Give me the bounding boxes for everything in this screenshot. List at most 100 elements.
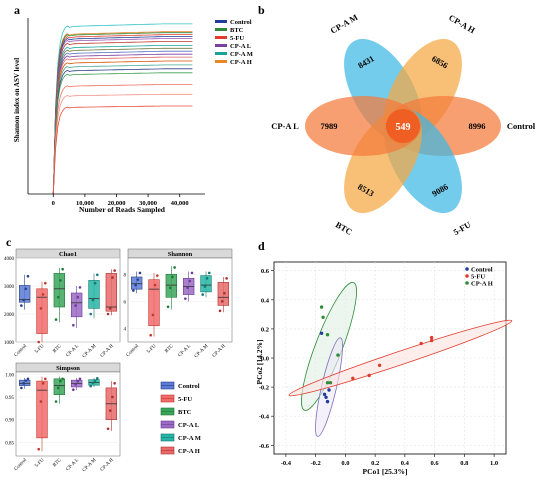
x-tick-label: CP-A H <box>100 344 115 359</box>
data-point <box>208 271 211 275</box>
venn-core <box>386 109 420 143</box>
data-point <box>24 379 28 382</box>
rarefaction-curve <box>52 32 193 195</box>
x-tick-label: 20,000 <box>108 200 126 207</box>
y-tick-label: 6 <box>124 300 127 305</box>
venn-set-label: CP-A H <box>447 12 477 35</box>
rarefaction-curve <box>52 64 193 195</box>
rarefaction-curve <box>52 23 193 195</box>
data-point <box>205 277 209 280</box>
legend-label: 5-FU <box>178 396 192 403</box>
data-point <box>106 312 110 316</box>
panel-a-rarefaction-chart: a 0 10,000 20,000 30,000 40,000 Number of Re… <box>13 3 253 214</box>
box <box>165 273 178 298</box>
box <box>88 280 100 309</box>
data-point <box>351 376 355 381</box>
rarefaction-curve <box>52 68 193 195</box>
rarefaction-curve <box>52 45 193 195</box>
y-tick-label: -0.2 <box>259 385 269 392</box>
data-point <box>367 373 371 378</box>
legend-label: CP-A H <box>471 280 493 287</box>
data-point <box>76 379 80 383</box>
data-point <box>37 447 40 451</box>
legend-label: BTC <box>178 409 192 416</box>
data-point <box>111 395 114 399</box>
data-point <box>201 293 204 296</box>
data-point <box>136 278 140 281</box>
box <box>200 275 212 293</box>
data-point <box>319 331 324 335</box>
data-point <box>91 381 95 385</box>
data-point <box>89 312 92 316</box>
data-point <box>108 409 112 412</box>
y-tick-label: 0.95 <box>5 396 14 401</box>
pcoa-plot-area: -0.4 -0.2 0.0 0.2 0.4 0.6 0.8 1.0 -0.6 -0.4 -0.2 0.… <box>259 261 513 467</box>
data-point <box>138 271 142 275</box>
data-point <box>41 293 45 296</box>
data-point <box>44 281 47 285</box>
legend-label: Control <box>178 383 200 390</box>
data-point <box>78 286 82 289</box>
x-tick-label: Control <box>14 457 29 472</box>
panel-c-legend: Control 5-FU BTC CP-A L CP-A M CP-A H <box>160 381 201 455</box>
rarefaction-curve <box>52 72 193 195</box>
rarefaction-curve <box>52 93 193 195</box>
data-point <box>153 283 157 287</box>
data-point <box>429 335 434 340</box>
data-point <box>111 276 114 279</box>
data-point <box>93 281 97 285</box>
data-point <box>166 305 170 309</box>
x-tick-label: CP-A M <box>82 343 98 359</box>
data-point <box>186 286 189 290</box>
legend-label: CP-A M <box>230 51 253 58</box>
y-tick-label: 8 <box>124 273 127 278</box>
y-tick-label: 0.90 <box>5 419 14 424</box>
panel-d-x-axis-label: PCo1 [25.3%] <box>363 467 408 476</box>
rarefaction-curve <box>52 105 193 195</box>
box <box>18 285 31 303</box>
x-tick-label: 0.8 <box>460 460 469 467</box>
data-point <box>54 400 58 403</box>
data-point <box>156 274 159 277</box>
facet-panel <box>15 257 121 343</box>
legend-label: CP-A L <box>178 422 200 429</box>
x-tick-label: 30,000 <box>139 200 157 207</box>
panel-a-y-axis-label: Shannon index on ASV level <box>13 58 21 142</box>
x-tick-label: -0.2 <box>310 460 320 467</box>
x-tick-label: Control <box>126 343 141 358</box>
box <box>53 273 66 308</box>
venn-set-label: 5-FU <box>452 219 473 237</box>
y-tick-label: 4 <box>124 327 127 332</box>
panel-d-pcoa-plot: d -0.4 -0.2 0.0 0.2 0.4 0.6 0.8 1.0 -0.6 -0.4 -0.2… <box>255 239 513 476</box>
data-point <box>74 304 77 307</box>
rarefaction-curve <box>52 50 193 195</box>
x-tick-label: 1.0 <box>490 460 498 467</box>
data-point <box>76 295 80 299</box>
venn-unique-count: 8996 <box>469 121 486 131</box>
data-point <box>151 313 155 317</box>
rarefaction-curve <box>52 56 193 195</box>
legend-marker <box>465 274 469 278</box>
legend-swatch <box>215 36 227 39</box>
box <box>130 276 143 290</box>
legend-label: CP-A H <box>230 59 252 66</box>
data-point <box>54 318 58 321</box>
data-point <box>89 384 92 388</box>
data-point <box>113 382 116 385</box>
box <box>36 288 48 334</box>
data-point <box>419 341 423 346</box>
facet-title: Simpson <box>56 365 80 372</box>
x-tick-label: CP-A L <box>66 458 80 472</box>
data-point <box>93 379 97 382</box>
data-point <box>223 291 226 295</box>
data-point <box>26 377 30 381</box>
data-point <box>429 338 434 343</box>
x-tick-label: 0.6 <box>431 460 440 467</box>
data-point <box>321 315 325 319</box>
y-tick-label: -0.6 <box>259 443 270 450</box>
data-point <box>220 300 224 303</box>
x-tick-label: CP-A M <box>82 457 98 473</box>
